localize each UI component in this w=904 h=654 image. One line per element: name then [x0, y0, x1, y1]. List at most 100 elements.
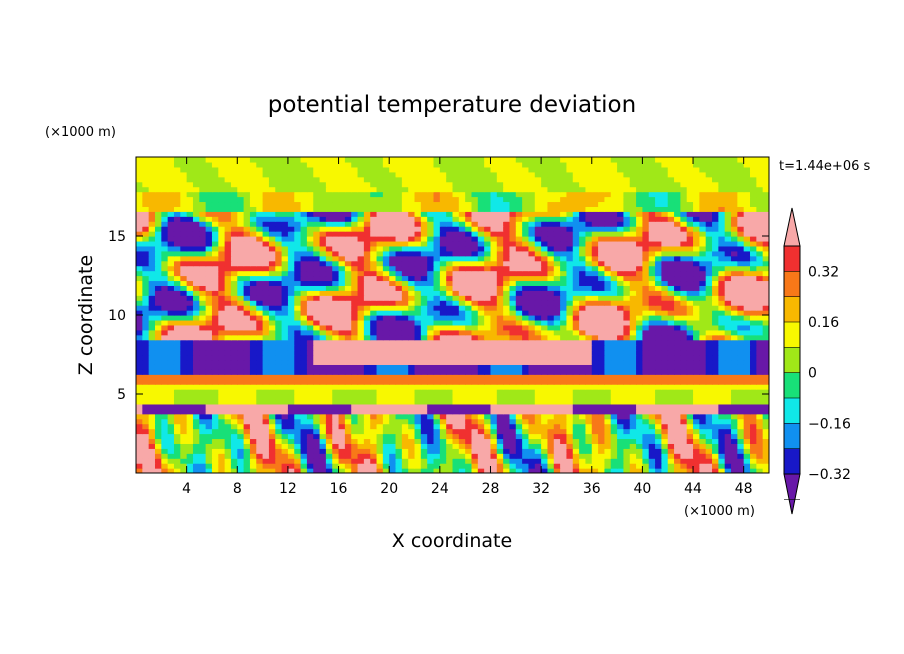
heatmap-cell [306, 231, 314, 237]
heatmap-cell [180, 265, 188, 272]
heatmap-cell [515, 255, 523, 262]
heatmap-cell [756, 453, 764, 459]
heatmap-cell [680, 260, 688, 267]
heatmap-cell [452, 300, 460, 306]
heatmap-cell [401, 428, 409, 435]
heatmap-cell [585, 245, 593, 252]
heatmap-cell [617, 468, 625, 473]
heatmap-cell [496, 384, 504, 390]
heatmap-cell [199, 413, 207, 420]
heatmap-cell [541, 453, 549, 459]
heatmap-cell [136, 354, 143, 361]
heatmap-cell [503, 428, 511, 435]
heatmap-cell [585, 300, 593, 306]
heatmap-cell [306, 295, 314, 301]
heatmap-cell [351, 250, 359, 257]
heatmap-cell [737, 265, 745, 272]
heatmap-cell [743, 344, 751, 351]
heatmap-cell [218, 226, 226, 232]
heatmap-cell [503, 379, 511, 385]
heatmap-cell [249, 423, 257, 430]
heatmap-cell [199, 290, 207, 296]
heatmap-cell [731, 384, 738, 390]
heatmap-cell [319, 231, 327, 237]
heatmap-cell [332, 305, 340, 311]
heatmap-cell [585, 354, 593, 361]
heatmap-cell [452, 226, 460, 232]
heatmap-cell [180, 260, 188, 267]
heatmap-cell [515, 319, 523, 326]
heatmap-cell [490, 226, 498, 232]
heatmap-cell [623, 369, 631, 375]
heatmap-cell [338, 349, 346, 356]
heatmap-cell [636, 374, 643, 380]
heatmap-cell [363, 438, 371, 444]
heatmap-cell [161, 463, 169, 469]
heatmap-cell [477, 463, 485, 469]
heatmap-cell [591, 398, 599, 405]
heatmap-cell [389, 339, 397, 346]
heatmap-cell [560, 324, 568, 331]
heatmap-cell [192, 285, 200, 291]
heatmap-cell [344, 453, 352, 459]
heatmap-cell [743, 438, 751, 444]
heatmap-cell [610, 349, 618, 356]
heatmap-cell [382, 231, 390, 237]
heatmap-cell [205, 260, 213, 267]
heatmap-cell [496, 315, 504, 321]
heatmap-cell [414, 280, 422, 286]
heatmap-cell [230, 408, 238, 415]
heatmap-cell [205, 310, 213, 316]
heatmap-cell [762, 354, 769, 361]
heatmap-cell [325, 354, 333, 361]
heatmap-cell [458, 349, 466, 356]
heatmap-cell [256, 453, 264, 459]
heatmap-cell [674, 339, 681, 346]
heatmap-cell [414, 389, 422, 395]
heatmap-cell [724, 300, 732, 306]
heatmap-cell [674, 418, 681, 425]
heatmap-cell [718, 275, 726, 282]
heatmap-cell [604, 369, 612, 375]
heatmap-cell [230, 240, 238, 247]
heatmap-cell [484, 408, 492, 415]
heatmap-cell [161, 265, 169, 272]
heatmap-cell [591, 453, 599, 459]
heatmap-cell [395, 448, 403, 454]
heatmap-cell [553, 438, 561, 444]
heatmap-cell [313, 295, 321, 301]
heatmap-cell [300, 374, 308, 380]
heatmap-cell [243, 300, 251, 306]
heatmap-cell [275, 349, 283, 356]
heatmap-cell [553, 245, 561, 252]
heatmap-cell [287, 418, 295, 425]
heatmap-cell [420, 398, 428, 405]
heatmap-cell [610, 394, 618, 400]
heatmap-cell [262, 374, 270, 380]
heatmap-cell [300, 438, 308, 444]
heatmap-cell [224, 403, 232, 410]
heatmap-cell [332, 418, 340, 425]
heatmap-cell [503, 468, 511, 473]
heatmap-cell [591, 384, 599, 390]
heatmap-cell [522, 354, 530, 361]
heatmap-cell [148, 463, 156, 469]
heatmap-cell [623, 384, 631, 390]
heatmap-cell [218, 463, 226, 469]
heatmap-cell [579, 285, 587, 291]
heatmap-cell [566, 339, 574, 346]
heatmap-cell [351, 245, 359, 252]
heatmap-cell [503, 290, 511, 296]
heatmap-cell [420, 344, 428, 351]
heatmap-cell [338, 231, 346, 237]
heatmap-cell [762, 384, 769, 390]
heatmap-cell [287, 315, 295, 321]
heatmap-cell [522, 290, 530, 296]
heatmap-cell [484, 285, 492, 291]
heatmap-cell [294, 250, 302, 257]
heatmap-cell [560, 255, 568, 262]
heatmap-cell [237, 349, 245, 356]
heatmap-cell [648, 349, 656, 356]
heatmap-cell [667, 231, 675, 237]
heatmap-cell [699, 344, 707, 351]
